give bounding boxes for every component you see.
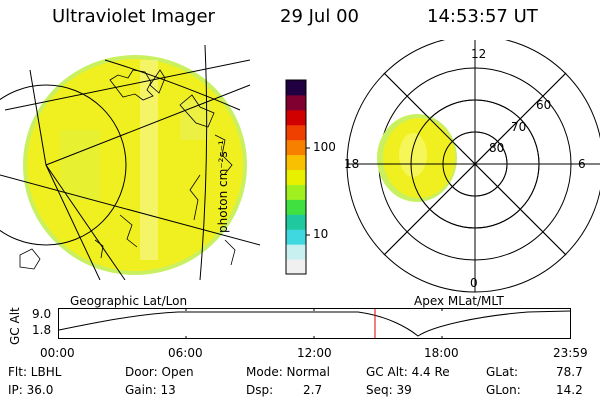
date-label: 29 Jul 00 [280, 6, 359, 27]
polar-plot [346, 40, 600, 293]
info-flt: Flt: LBHL [8, 365, 62, 379]
geographic-image [0, 44, 261, 280]
colorbar-stripe [286, 199, 306, 215]
polar-ring-70: 70 [511, 120, 527, 134]
timeline-tick-2: 12:00 [297, 346, 332, 360]
info-seq: Seq: 39 [366, 383, 412, 397]
timeline-axis-label: GC Alt [8, 307, 22, 345]
colorbar-stripe [286, 139, 306, 156]
colorbar-stripe [286, 80, 306, 96]
info-dsp-label: Dsp: [246, 383, 274, 397]
timeline-tick-4: 23:59 [553, 346, 588, 360]
info-gain: Gain: 13 [125, 383, 176, 397]
colorbar-tick-low: 10 [313, 227, 329, 241]
colorbar-stripe [286, 244, 306, 260]
timeline-y-top: 9.0 [32, 307, 52, 321]
polar-label-right: 6 [578, 157, 586, 171]
colorbar-stripes [286, 80, 306, 275]
instrument-title: Ultraviolet Imager [52, 6, 215, 27]
colorbar-stripe [286, 124, 306, 141]
info-ip: IP: 36.0 [8, 383, 54, 397]
colorbar-stripe [286, 259, 306, 275]
colorbar-stripe [286, 214, 306, 230]
timeline-right-title: Apex MLat/MLT [414, 294, 504, 308]
polar-label-top: 12 [471, 47, 487, 61]
colorbar [285, 79, 310, 275]
colorbar-stripe [286, 184, 306, 200]
timeline-tick-0: 00:00 [40, 346, 75, 360]
info-door: Door: Open [125, 365, 194, 379]
colorbar-stripe [286, 154, 306, 171]
polar-ring-60: 60 [536, 98, 552, 112]
timeline-tick-1: 06:00 [168, 346, 203, 360]
polar-label-bottom: 0 [470, 276, 478, 290]
info-mode: Mode: Normal [246, 365, 330, 379]
timeline-y-bottom: 1.8 [32, 323, 52, 337]
time-label: 14:53:57 UT [427, 6, 538, 27]
colorbar-tick-high: 100 [313, 140, 336, 154]
colorbar-stripe [286, 169, 306, 185]
colorbar-stripe [286, 229, 306, 245]
info-glat-value: 78.7 [556, 365, 583, 379]
colorbar-stripe [286, 94, 306, 111]
info-dsp-value: 2.7 [303, 383, 323, 397]
colorbar-stripe [286, 109, 306, 126]
timeline-plot [58, 308, 571, 339]
info-glon-label: GLon: [486, 383, 521, 397]
polar-label-left: 18 [344, 157, 360, 171]
timeline-tick-3: 18:00 [424, 346, 459, 360]
info-glat-label: GLat: [486, 365, 519, 379]
timeline-left-title: Geographic Lat/Lon [70, 294, 188, 308]
polar-ring-80: 80 [489, 141, 505, 155]
info-gc-alt: GC Alt: 4.4 Re [366, 365, 450, 379]
info-glon-value: 14.2 [556, 383, 583, 397]
